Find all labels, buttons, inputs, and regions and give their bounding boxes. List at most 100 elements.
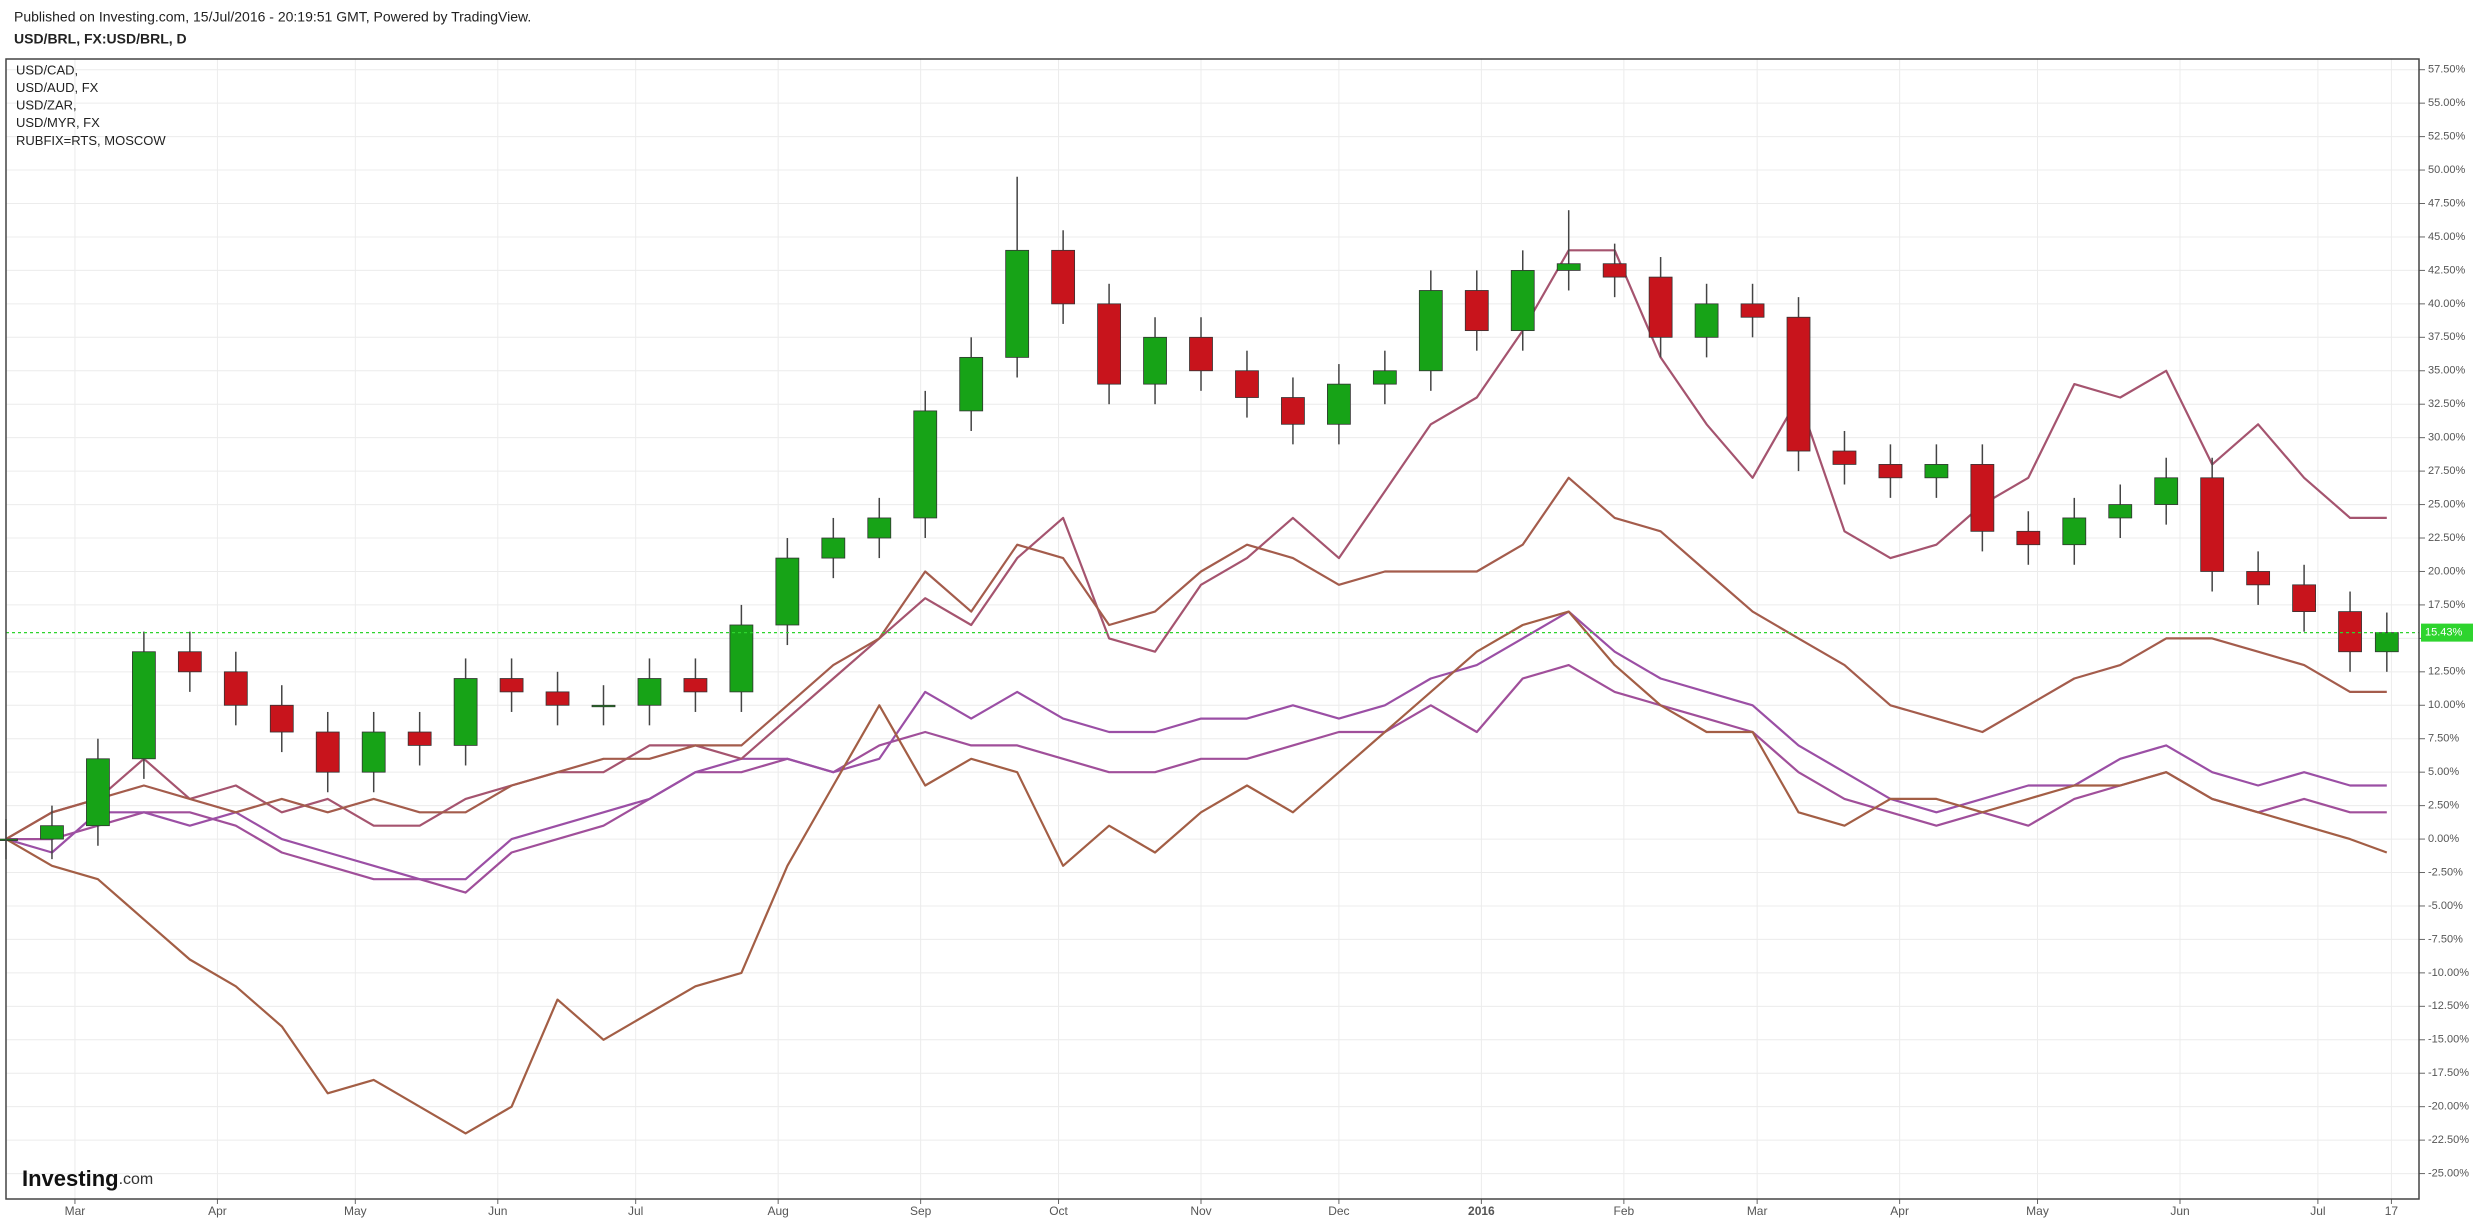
y-tick-label: -17.50% [2428, 1067, 2469, 1079]
legend-entry: RUBFIX=RTS, MOSCOW [16, 133, 166, 148]
y-tick-label: 0.00% [2428, 833, 2459, 845]
candle-body [1464, 290, 1489, 332]
candle-body [2200, 477, 2225, 572]
x-tick-label: Apr [1890, 1204, 1909, 1218]
candle-body [1970, 464, 1995, 532]
grid [6, 59, 2419, 1199]
x-tick-label: Oct [1049, 1204, 1068, 1218]
candle-body [1556, 263, 1581, 271]
y-tick-label: -5.00% [2428, 900, 2463, 912]
y-tick-label: 10.00% [2428, 699, 2466, 711]
candle-body [1051, 249, 1076, 305]
candle-body [1143, 336, 1167, 385]
axes: 57.50% 55.00% 52.50% 50.00% 47.50% 45.00% 42.5… [6, 64, 2473, 1218]
candle-body [1924, 464, 1949, 479]
candle-body [1097, 303, 1121, 385]
y-tick-label: 55.00% [2428, 97, 2466, 109]
candle-body [1510, 270, 1535, 332]
legend-entry: USD/MYR, FX [16, 115, 100, 130]
logo: Investing.com [22, 1166, 153, 1191]
candle-body [821, 537, 846, 559]
legend: USD/CAD, USD/AUD, FX USD/ZAR, USD/MYR, FX RU… [16, 62, 166, 147]
x-tick-label: 2016 [1468, 1204, 1495, 1218]
y-tick-label: 42.50% [2428, 264, 2466, 276]
y-tick-label: 20.00% [2428, 565, 2466, 577]
candle-body [867, 517, 892, 539]
legend-entry: USD/AUD, FX [16, 80, 99, 95]
candle-body [959, 356, 984, 412]
y-tick-label: -2.50% [2428, 866, 2463, 878]
candle-body [591, 704, 616, 708]
candle-body [1235, 370, 1259, 398]
candle-body [637, 678, 662, 706]
x-tick-label: Jul [628, 1204, 643, 1218]
candle-body [361, 731, 386, 773]
y-tick-label: 12.50% [2428, 666, 2466, 678]
candle-body [1327, 383, 1351, 425]
last-price-badge [2421, 623, 2473, 642]
candle-body [1372, 370, 1397, 385]
candle-body [2016, 530, 2041, 546]
x-tick-label: Nov [1190, 1204, 1211, 1218]
x-tick-label: Mar [65, 1204, 86, 1218]
x-tick-label: Aug [767, 1204, 788, 1218]
y-tick-label: -20.00% [2428, 1101, 2469, 1113]
plot-frame [5, 58, 2420, 1200]
y-tick-label: -22.50% [2428, 1134, 2469, 1146]
candle-body [499, 678, 524, 693]
y-tick-label: 17.50% [2428, 599, 2466, 611]
candle-body [2292, 584, 2316, 613]
legend-entry: USD/ZAR, [16, 98, 77, 113]
x-tick-label: Mar [1747, 1204, 1768, 1218]
candle-body [913, 410, 938, 519]
x-tick-label: Jun [488, 1204, 507, 1218]
x-tick-label: Feb [1614, 1204, 1635, 1218]
candle-body [775, 557, 800, 626]
candle-body [407, 731, 432, 746]
candle-body [1189, 336, 1213, 372]
x-tick-label: Jul [2310, 1204, 2325, 1218]
line-series [5, 610, 2388, 1135]
y-tick-label: 45.00% [2428, 231, 2466, 243]
comparison-lines [5, 249, 2388, 1135]
y-tick-label: 57.50% [2428, 64, 2466, 76]
y-tick-label: 47.50% [2428, 197, 2466, 209]
candle-body [0, 838, 18, 841]
y-tick-label: -12.50% [2428, 1000, 2469, 1012]
candle-body [315, 731, 340, 773]
logo-suffix: .com [119, 1171, 154, 1188]
candle-body [40, 825, 64, 840]
y-tick-label: -25.00% [2428, 1167, 2469, 1179]
candles [0, 176, 2399, 860]
last-price-label: 15.43% [2425, 627, 2463, 639]
y-tick-label: 5.00% [2428, 766, 2459, 778]
candle-body [1878, 464, 1903, 479]
y-tick-label: 25.00% [2428, 498, 2466, 510]
candle-body [683, 678, 708, 693]
candle-body [2246, 571, 2271, 586]
candle-body [2154, 477, 2179, 505]
x-tick-label: Jun [2170, 1204, 2189, 1218]
candle-body [1786, 316, 1811, 452]
y-tick-label: 22.50% [2428, 532, 2466, 544]
y-tick-label: 27.50% [2428, 465, 2466, 477]
candle-body [1832, 450, 1857, 465]
y-tick-label: 30.00% [2428, 432, 2466, 444]
chart-title: USD/BRL, FX:USD/BRL, D [14, 31, 187, 47]
candle-body [223, 671, 248, 706]
candle-body [1740, 303, 1765, 318]
candle-body [453, 678, 478, 746]
y-tick-label: 32.50% [2428, 398, 2466, 410]
line-series [6, 664, 2387, 894]
logo-main: Investing [22, 1166, 119, 1191]
candle-body [2338, 611, 2362, 653]
candle-body [2108, 504, 2133, 519]
y-tick-label: 50.00% [2428, 164, 2466, 176]
published-note: Published on Investing.com, 15/Jul/2016 … [14, 9, 531, 25]
y-tick-label: -15.00% [2428, 1034, 2469, 1046]
line-series [5, 476, 2387, 841]
y-tick-label: 35.00% [2428, 365, 2466, 377]
candle-body [1418, 290, 1443, 372]
candle-body [545, 691, 570, 706]
